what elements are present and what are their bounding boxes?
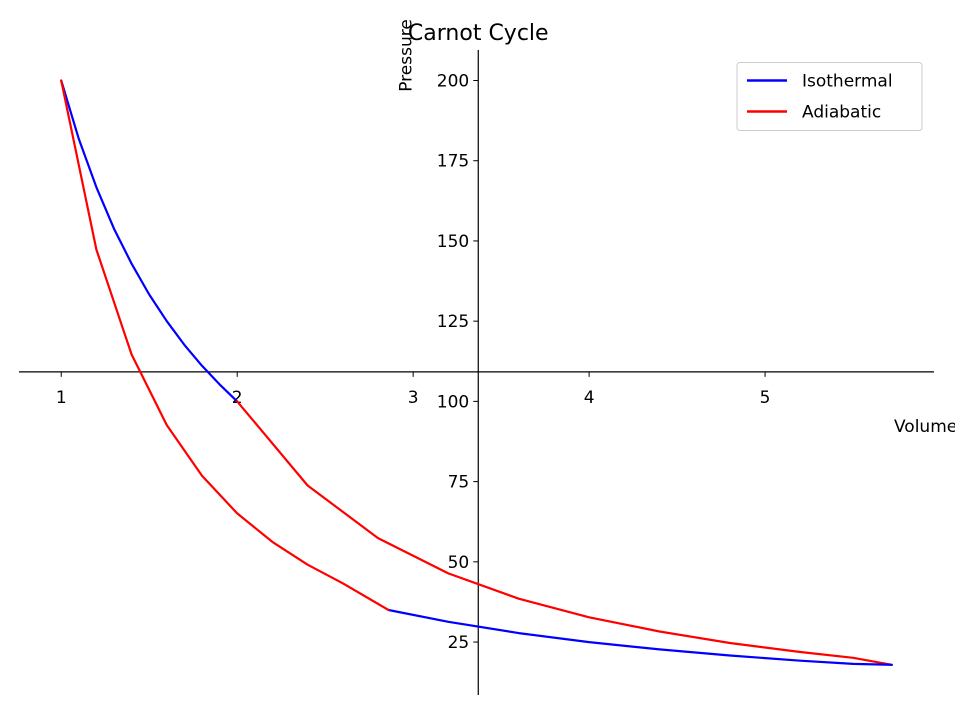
y-tick-label: 25 bbox=[448, 633, 470, 653]
x-tick-label: 4 bbox=[584, 388, 595, 408]
x-tick-label: 3 bbox=[408, 388, 419, 408]
series-layer bbox=[60, 79, 893, 666]
y-tick-label: 125 bbox=[437, 312, 469, 332]
series-line-segment-3 bbox=[60, 79, 390, 612]
x-axis-label: Volume bbox=[894, 417, 955, 437]
chart-title: Carnot Cycle bbox=[408, 21, 549, 46]
series-line-segment-2 bbox=[387, 608, 893, 666]
y-tick-label: 50 bbox=[448, 553, 470, 573]
y-tick-label: 75 bbox=[448, 473, 470, 493]
y-tick-label: 150 bbox=[437, 232, 469, 252]
x-tick-label: 1 bbox=[56, 388, 67, 408]
legend-label-adiabatic: Adiabatic bbox=[802, 102, 881, 122]
y-tick-label: 175 bbox=[437, 152, 469, 172]
y-axis-label: Pressure bbox=[396, 19, 416, 92]
series-line-adiabatic bbox=[236, 400, 893, 666]
legend: Isothermal Adiabatic bbox=[736, 61, 923, 131]
legend-label-isothermal: Isothermal bbox=[802, 71, 893, 91]
y-tick-label: 100 bbox=[437, 392, 469, 412]
series-line-isothermal bbox=[60, 79, 239, 403]
x-tick-label: 2 bbox=[232, 388, 243, 408]
axes: 1 2 3 4 5 25 50 75 100 125 150 175 200 bbox=[19, 50, 934, 695]
y-tick-label: 200 bbox=[437, 71, 469, 91]
x-tick-label: 5 bbox=[760, 388, 771, 408]
